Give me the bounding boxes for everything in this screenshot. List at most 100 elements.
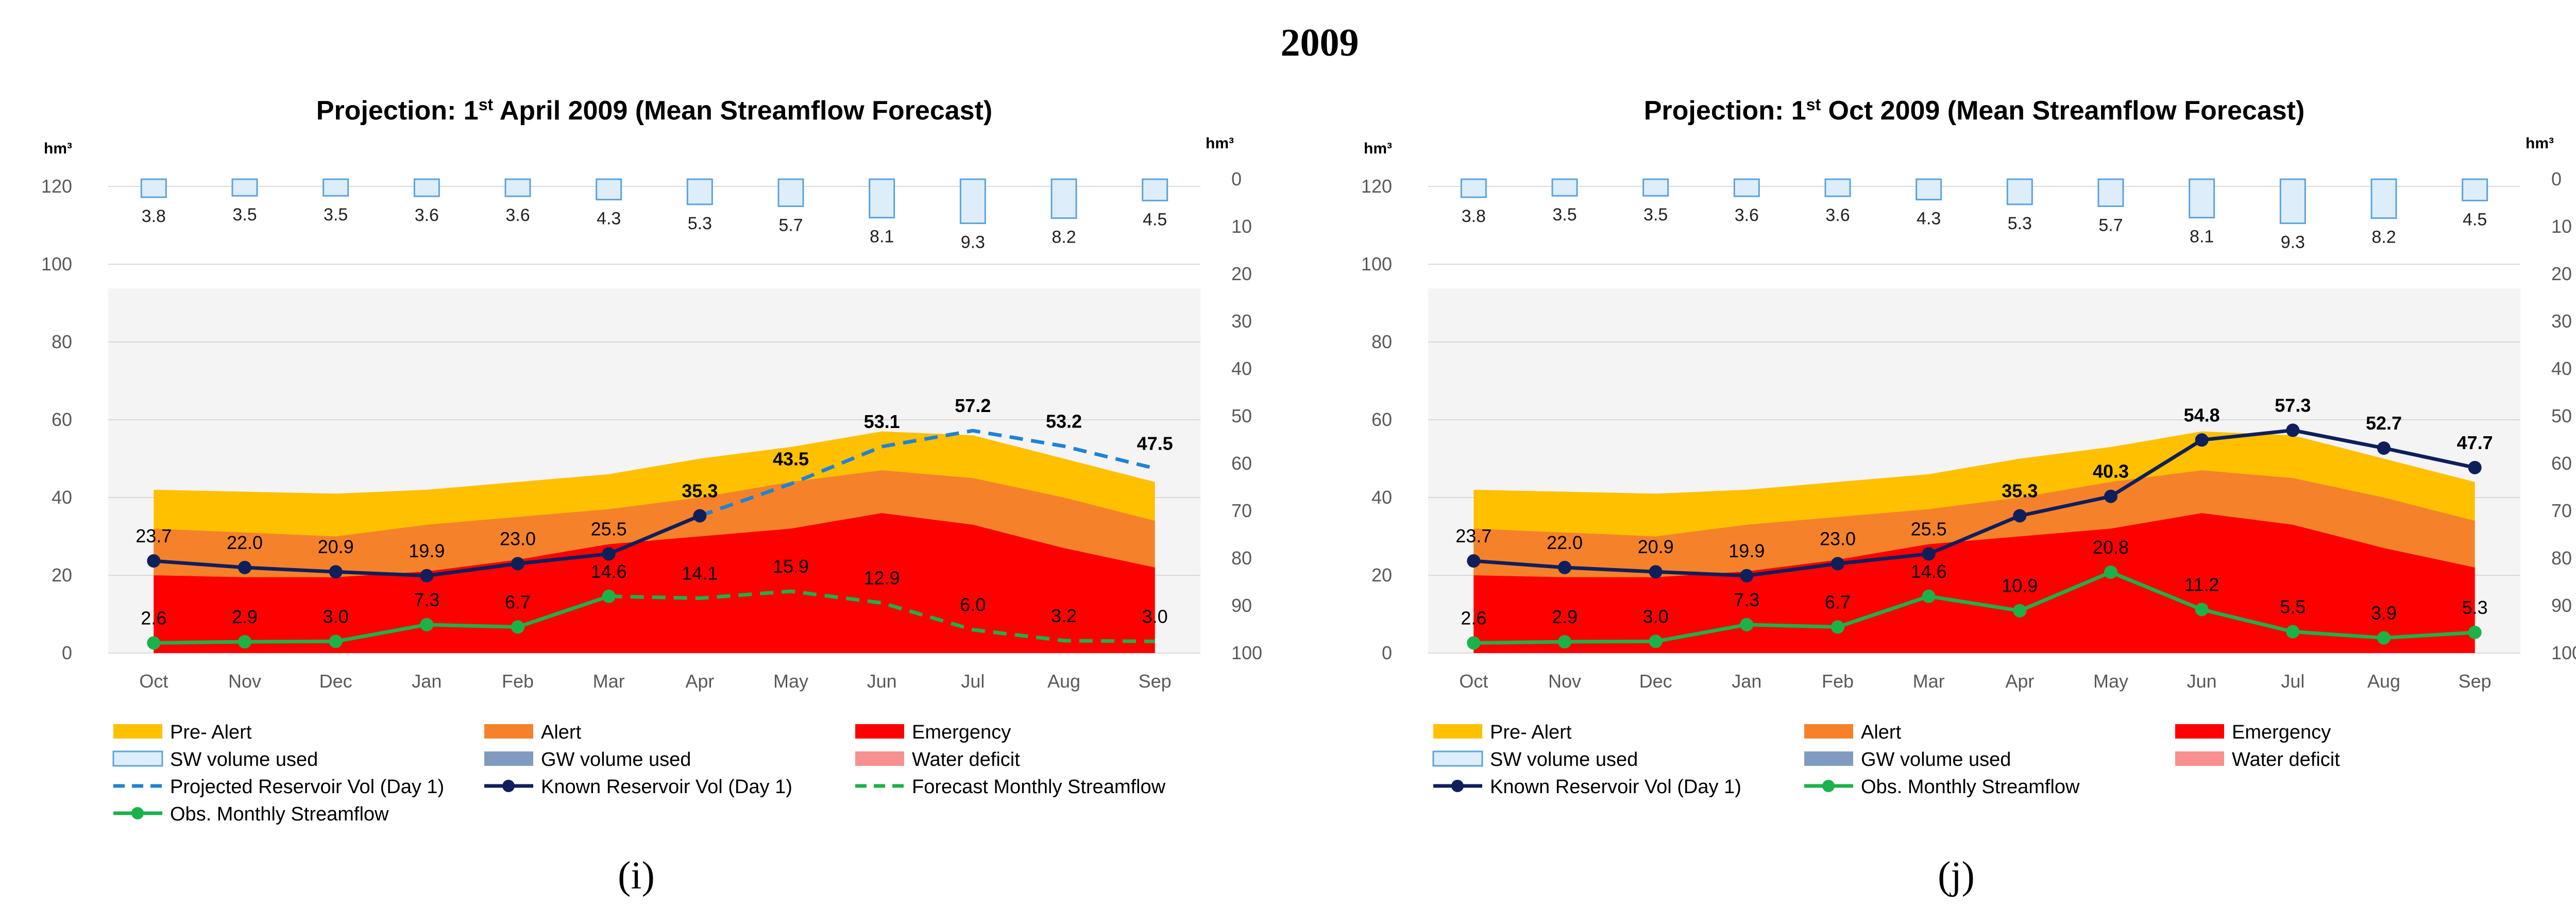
legend-label: Obs. Monthly Streamflow [1861, 776, 2080, 798]
obs-streamflow-point [1649, 635, 1663, 648]
obs-streamflow-point [602, 589, 616, 603]
y-tick-label-right: 40 [1231, 358, 1252, 379]
sw-volume-bar [686, 178, 713, 205]
y-tick-label-left: 0 [62, 642, 72, 663]
known-reservoir-point [329, 565, 343, 579]
reservoir-value-label: 22.0 [227, 532, 263, 553]
legend-label: SW volume used [170, 749, 318, 770]
y-tick-label-left: 20 [1371, 564, 1392, 586]
legend-swatch [113, 724, 162, 739]
x-tick-label: Sep [1139, 671, 1172, 692]
reservoir-value-label: 25.5 [591, 518, 627, 539]
streamflow-value-label: 3.2 [1051, 605, 1077, 626]
y-tick-label-left: 0 [1382, 642, 1392, 663]
legend-swatch [2175, 724, 2224, 739]
streamflow-value-label: 2.9 [232, 606, 258, 627]
sw-volume-bar [1460, 178, 1487, 198]
streamflow-value-label: 3.0 [323, 606, 349, 627]
legend-swatch [112, 750, 163, 767]
reservoir-value-label: 19.9 [1728, 540, 1765, 561]
sw-volume-bar [2279, 178, 2306, 225]
known-reservoir-point [1467, 554, 1481, 568]
obs-streamflow-point [329, 635, 343, 648]
legend-item: Known Reservoir Vol (Day 1) [1433, 776, 1741, 798]
reservoir-value-label: 23.0 [1820, 528, 1856, 549]
y-tick-label-left: 120 [1361, 176, 1392, 197]
y-tick-label-right: 60 [1231, 453, 1252, 474]
x-tick-label: Apr [2005, 671, 2034, 692]
y-tick-label-right: 0 [1231, 168, 1242, 190]
sw-volume-label: 3.5 [1643, 205, 1668, 225]
legend-label: Alert [1861, 722, 1902, 743]
reservoir-value-label: 43.5 [773, 449, 809, 470]
y-tick-label-right: 10 [1231, 216, 1252, 237]
sw-volume-label: 8.2 [2371, 227, 2396, 247]
sw-volume-bar [2189, 178, 2215, 219]
y-tick-label-right: 100 [2551, 642, 2576, 663]
legend-swatch-marker [1451, 780, 1464, 792]
legend-label: Obs. Monthly Streamflow [170, 803, 389, 825]
sw-volume-bar [777, 178, 804, 207]
streamflow-value-label: 15.9 [773, 556, 809, 577]
y-tick-label-right: 100 [1231, 642, 1262, 663]
sw-volume-label: 4.5 [2463, 210, 2487, 229]
x-tick-label: Oct [139, 671, 168, 692]
legend-label: Known Reservoir Vol (Day 1) [1490, 776, 1741, 798]
legend-swatch [484, 724, 533, 739]
known-reservoir-point [511, 557, 524, 571]
streamflow-value-label: 7.3 [1734, 589, 1759, 610]
reservoir-value-label: 23.7 [1455, 525, 1492, 546]
sw-volume-label: 8.1 [2190, 227, 2214, 247]
streamflow-value-label: 14.6 [1911, 561, 1947, 582]
sw-volume-bar [596, 178, 622, 201]
streamflow-value-label: 11.2 [2184, 574, 2219, 595]
legend-swatch [1804, 724, 1853, 739]
legend-swatch [484, 751, 533, 766]
legend-item: GW volume used [484, 749, 691, 770]
reservoir-value-label: 40.3 [2093, 461, 2129, 482]
legend-swatch [855, 751, 904, 766]
x-tick-label: Jul [961, 671, 985, 692]
streamflow-value-label: 10.9 [2002, 575, 2038, 596]
reservoir-value-label: 57.2 [955, 395, 991, 416]
sw-volume-bar [2370, 178, 2397, 219]
known-reservoir-point [2195, 433, 2209, 447]
legend-item: Obs. Monthly Streamflow [1804, 776, 2080, 798]
known-reservoir-point [1831, 557, 1844, 571]
legend-item: Emergency [2175, 722, 2331, 743]
streamflow-value-label: 3.0 [1142, 606, 1168, 627]
legend-label: Projected Reservoir Vol (Day 1) [170, 776, 444, 798]
left-axis-unit: hm³ [44, 140, 72, 157]
sw-volume-label: 3.5 [232, 205, 257, 225]
known-reservoir-point [2468, 460, 2482, 474]
sw-volume-bar [2097, 178, 2124, 207]
x-tick-label: Nov [228, 671, 261, 692]
reservoir-value-label: 53.2 [1046, 410, 1082, 432]
x-tick-label: Apr [685, 671, 714, 692]
reservoir-value-label: 20.9 [318, 536, 354, 557]
legend-label: Known Reservoir Vol (Day 1) [541, 776, 792, 798]
streamflow-value-label: 14.6 [591, 561, 627, 582]
known-reservoir-point [2286, 423, 2300, 437]
known-reservoir-point [2013, 509, 2027, 523]
known-reservoir-point [420, 569, 434, 583]
sw-volume-label: 3.5 [1552, 205, 1577, 225]
known-reservoir-point [693, 509, 707, 523]
obs-streamflow-point [1740, 618, 1754, 631]
known-reservoir-point [238, 560, 251, 574]
emergency-area [154, 513, 1155, 653]
x-tick-label: Sep [2459, 671, 2492, 692]
sw-volume-bar [231, 178, 258, 197]
legend-item: GW volume used [1804, 749, 2011, 770]
reservoir-value-label: 35.3 [682, 480, 718, 501]
y-tick-label-left: 40 [52, 487, 72, 508]
y-tick-label-right: 30 [2551, 311, 2572, 332]
x-tick-label: Jun [867, 671, 897, 692]
legend-item: Emergency [855, 722, 1011, 743]
legend-label: GW volume used [1861, 749, 2011, 770]
sw-volume-label: 9.3 [961, 233, 985, 252]
right-axis-unit: hm³ [1206, 135, 1234, 152]
sw-volume-label: 3.6 [505, 205, 530, 225]
reservoir-value-label: 47.7 [2457, 432, 2493, 453]
sw-volume-bar [1642, 178, 1669, 197]
